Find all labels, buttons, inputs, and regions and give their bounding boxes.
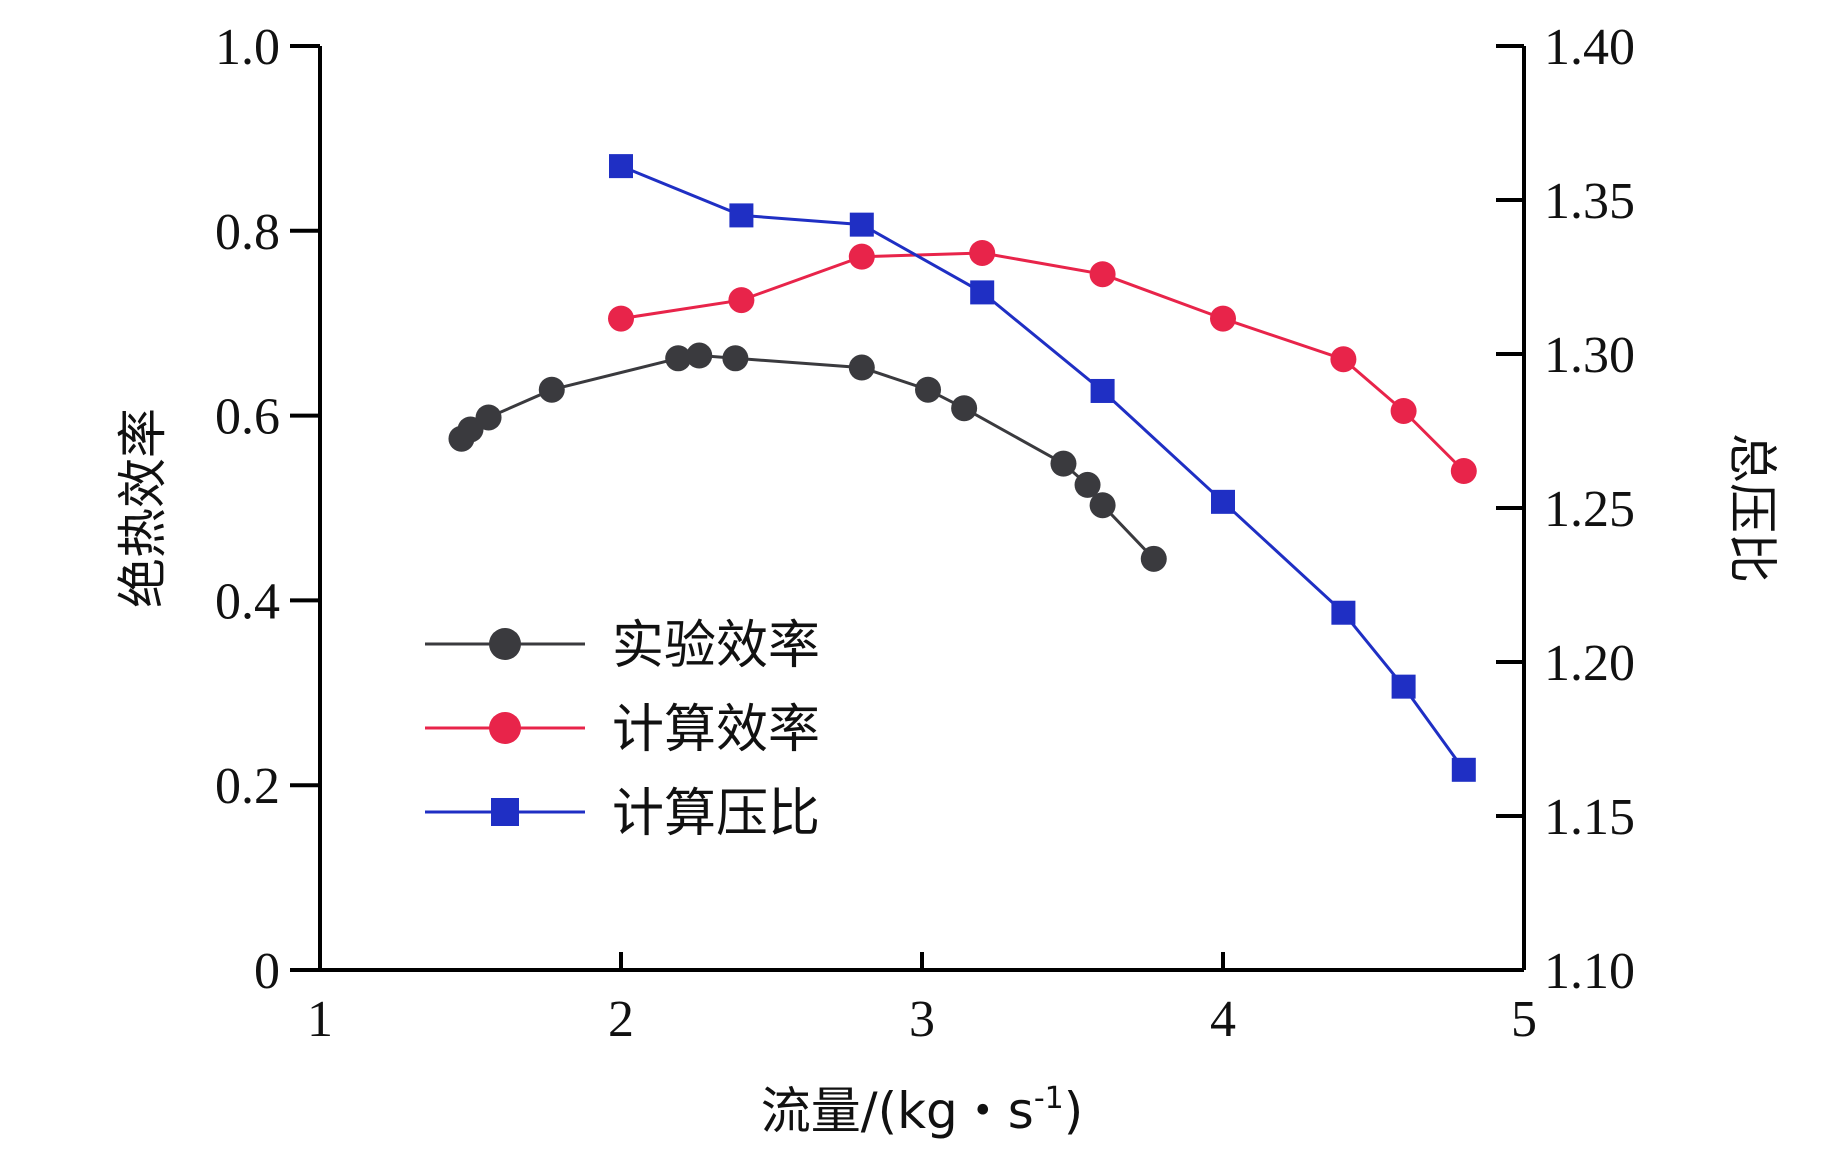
axes-layer [318,46,1526,972]
legend-label-calc-efficiency: 计算效率 [612,700,820,760]
x-tick-label: 2 [608,991,634,1048]
y-left-axis-title: 绝热效率 [114,408,172,608]
x-axis-title-superscript: -1 [1034,1081,1064,1116]
data-point-circle [1140,545,1167,572]
series-2 [608,239,1477,485]
data-point-circle [951,395,978,422]
data-point-circle [538,376,565,403]
y-left-tick-label: 0.6 [215,389,280,446]
data-point-circle [1074,471,1101,498]
data-point-square [1090,378,1115,403]
data-point-circle [1450,458,1477,485]
data-point-circle [1390,397,1417,424]
y-right-tick-label: 1.25 [1544,481,1635,538]
y-left-tick-label: 0.4 [215,573,280,630]
x-tick-label: 1 [307,991,333,1048]
legend: 实验效率 计算效率 计算压比 [425,616,820,844]
y-right-tick-label: 1.20 [1544,635,1635,692]
data-point-square [729,203,754,228]
series-3 [609,154,1476,782]
y-left-tick-label: 0.8 [215,204,280,261]
legend-label-experiment: 实验效率 [612,616,820,676]
data-point-square [1451,757,1476,782]
data-point-square [609,154,633,179]
y-right-tick-label: 1.35 [1544,173,1635,230]
data-point-circle [728,287,755,314]
data-point-square [849,212,874,237]
x-tick-label: 5 [1511,991,1537,1048]
series-1 [448,342,1167,572]
data-point-circle [848,243,875,270]
data-point-circle [608,305,634,332]
series-layer [448,154,1477,782]
legend-item-calc-pressure: 计算压比 [425,784,820,844]
data-point-circle [1210,305,1236,332]
data-point-square [1331,600,1356,625]
x-tick-label: 3 [909,991,935,1048]
data-point-circle [475,404,502,431]
y-right-tick-label: 1.30 [1544,327,1635,384]
legend-item-experiment: 实验效率 [425,616,820,676]
legend-label-calc-pressure: 计算压比 [612,784,820,844]
legend-marker-calc-efficiency [489,712,521,744]
y-right-tick-label: 1.10 [1544,943,1635,1000]
y-left-tick-label: 0.2 [215,758,280,815]
data-point-circle [969,239,996,266]
data-point-square [1391,674,1416,699]
data-point-circle [1089,492,1116,519]
data-point-circle [1050,450,1077,477]
series-line [460,353,1155,560]
x-tick-label: 4 [1210,991,1236,1048]
y-right-tick-label: 1.15 [1544,789,1635,846]
data-point-square [970,280,995,305]
x-axis-title-main: 流量/(kg・s [761,1082,1034,1140]
data-point-circle [665,345,692,372]
x-axis-title: 流量/(kg・s-1) [761,1081,1084,1140]
data-point-circle [1089,261,1116,288]
legend-marker-experiment [489,628,521,660]
data-point-circle [1330,346,1357,373]
data-point-circle [915,376,942,403]
y-right-axis-title: 总压比 [1723,433,1781,583]
y-left-tick-label: 1.0 [215,19,280,76]
data-point-circle [686,342,713,369]
legend-marker-calc-pressure [491,798,519,826]
series-line [620,164,1466,771]
data-point-square [1211,489,1235,514]
ticks-layer: 1 2 3 4 5 0 0.2 0.4 0.6 0.8 1.0 1.10 1.15 1.20 1.25 1.3… [215,19,1635,1048]
x-axis-title-close: ) [1064,1082,1084,1140]
data-point-circle [848,354,875,381]
legend-item-calc-efficiency: 计算效率 [425,700,820,760]
y-left-tick-label: 0 [254,943,280,1000]
data-point-circle [722,345,749,372]
y-right-tick-label: 1.40 [1544,19,1635,76]
